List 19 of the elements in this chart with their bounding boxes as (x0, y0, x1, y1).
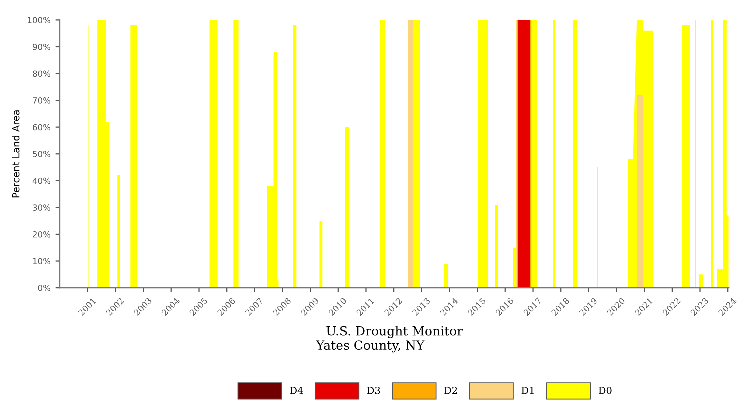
y-axis-title: Percent Land Area (12, 110, 20, 198)
y-tick-label: 10% (33, 258, 51, 265)
legend-label: D1 (522, 386, 534, 394)
y-tick-label: 50% (33, 151, 51, 158)
y-tick-label: 80% (33, 70, 51, 78)
legend-label: D0 (598, 386, 612, 394)
y-tick-label: 20% (33, 231, 51, 238)
legend-label: D3 (367, 386, 380, 394)
y-tick-label: 30% (33, 204, 51, 211)
y-tick-label: 60% (33, 124, 51, 131)
x-axis-title: U.S. Drought Monitor (326, 326, 464, 338)
y-tick-label: 70% (33, 98, 51, 104)
y-tick-label: 100% (28, 17, 51, 24)
y-tick-label: 0% (38, 285, 51, 292)
legend-label: D2 (444, 386, 458, 394)
y-tick-label: 90% (32, 44, 51, 50)
text: Yates County, NY (316, 340, 425, 353)
legend-label: D4 (290, 386, 304, 394)
y-tick-label: 40% (32, 178, 51, 184)
